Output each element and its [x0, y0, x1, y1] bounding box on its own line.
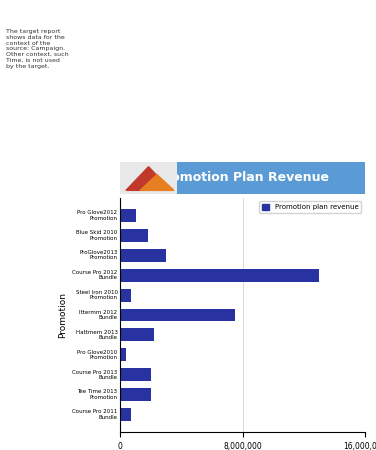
Bar — [120, 248, 166, 261]
Text: The target report
shows data for the
context of the
source: Campaign.
Other cont: The target report shows data for the con… — [6, 29, 69, 69]
Polygon shape — [140, 175, 174, 190]
Bar — [120, 209, 136, 221]
Text: Promotion Plan Revenue: Promotion Plan Revenue — [156, 171, 329, 184]
Bar — [120, 348, 126, 361]
Bar — [120, 309, 235, 321]
Bar — [120, 269, 319, 282]
Bar — [120, 409, 131, 421]
Legend: Promotion plan revenue: Promotion plan revenue — [259, 202, 361, 213]
Bar — [120, 288, 131, 302]
Y-axis label: Promotion: Promotion — [58, 292, 67, 338]
Polygon shape — [126, 167, 171, 190]
Bar — [120, 328, 154, 342]
Bar — [120, 229, 148, 242]
Bar — [120, 388, 151, 401]
Bar — [120, 369, 151, 382]
